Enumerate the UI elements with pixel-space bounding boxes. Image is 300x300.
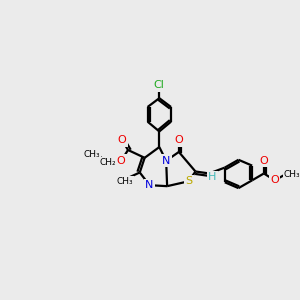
Text: O: O (117, 156, 126, 166)
Text: Cl: Cl (154, 80, 165, 91)
Text: S: S (185, 176, 192, 186)
Text: O: O (175, 135, 183, 145)
Text: O: O (118, 135, 127, 145)
Text: CH₃: CH₃ (284, 170, 300, 179)
Text: CH₂: CH₂ (99, 158, 116, 167)
Text: H: H (208, 172, 216, 182)
Text: CH₃: CH₃ (117, 177, 134, 186)
Text: N: N (145, 180, 154, 190)
Text: O: O (270, 175, 279, 185)
Text: CH₃: CH₃ (84, 150, 100, 159)
Text: O: O (260, 156, 268, 166)
Text: N: N (162, 156, 170, 166)
